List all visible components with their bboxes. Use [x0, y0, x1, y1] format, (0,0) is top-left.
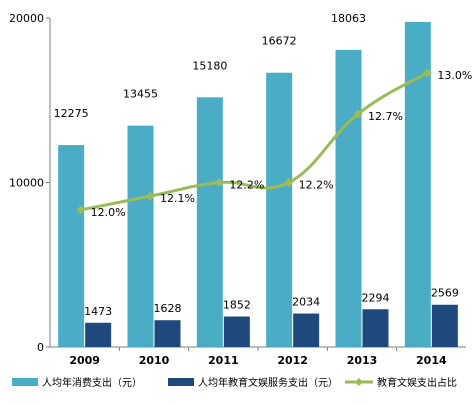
bar-consumption-value-label: 16672 [262, 35, 297, 48]
legend-swatch-education [168, 378, 194, 386]
line-point-label: 13.0% [437, 69, 472, 82]
bar-education [362, 309, 389, 347]
legend-marker-ratio [355, 378, 363, 386]
bar-consumption-value-label: 18063 [331, 12, 366, 25]
line-point-marker [214, 178, 224, 187]
y-tick-label: 20000 [9, 12, 44, 25]
legend-swatch-consumption [12, 378, 38, 386]
y-tick-label: 0 [37, 341, 44, 354]
bar-consumption [266, 72, 293, 347]
bar-consumption [335, 49, 362, 348]
line-point-label: 12.1% [160, 192, 195, 205]
bar-education [223, 316, 250, 347]
bar-consumption [196, 97, 223, 347]
bar-consumption-value-label: 12275 [54, 107, 89, 120]
x-tick-label: 2009 [69, 354, 100, 367]
bar-education-value-label: 2294 [362, 291, 390, 304]
x-tick-label: 2010 [139, 354, 170, 367]
line-point-marker [76, 205, 86, 215]
bar-education-value-label: 1852 [223, 299, 251, 312]
bar-education [293, 313, 320, 347]
line-point-label: 12.0% [91, 206, 126, 219]
line-point-marker [284, 178, 294, 187]
bar-consumption-value-label: 13455 [123, 88, 158, 101]
legend-label-consumption: 人均年消费支出（元） [42, 376, 142, 389]
x-tick-label: 2012 [277, 354, 308, 367]
bar-consumption [127, 125, 154, 347]
line-point-label: 12.2% [299, 179, 334, 192]
bar-consumption-value-label: 15180 [192, 59, 227, 72]
bar-education [85, 322, 112, 347]
bar-education-value-label: 1473 [84, 305, 112, 318]
bar-education-value-label: 2034 [292, 296, 320, 309]
line-point-marker [145, 191, 155, 201]
legend-label-ratio: 教育文娱支出占比 [377, 376, 457, 389]
x-tick-label: 2011 [208, 354, 239, 367]
bar-education [431, 304, 458, 347]
bar-education-value-label: 1628 [154, 302, 182, 315]
line-point-marker [353, 109, 363, 119]
y-tick-label: 10000 [9, 177, 44, 190]
bar-consumption [58, 145, 85, 347]
x-tick-label: 2014 [416, 354, 447, 367]
bar-education-value-label: 2569 [431, 287, 459, 300]
bar-education [154, 320, 181, 347]
x-tick-label: 2013 [347, 354, 378, 367]
line-point-label: 12.2% [229, 179, 264, 192]
legend-label-education: 人均年教育文娱服务支出（元） [198, 376, 338, 389]
line-point-label: 12.7% [368, 110, 403, 123]
line-point-marker [422, 68, 432, 78]
